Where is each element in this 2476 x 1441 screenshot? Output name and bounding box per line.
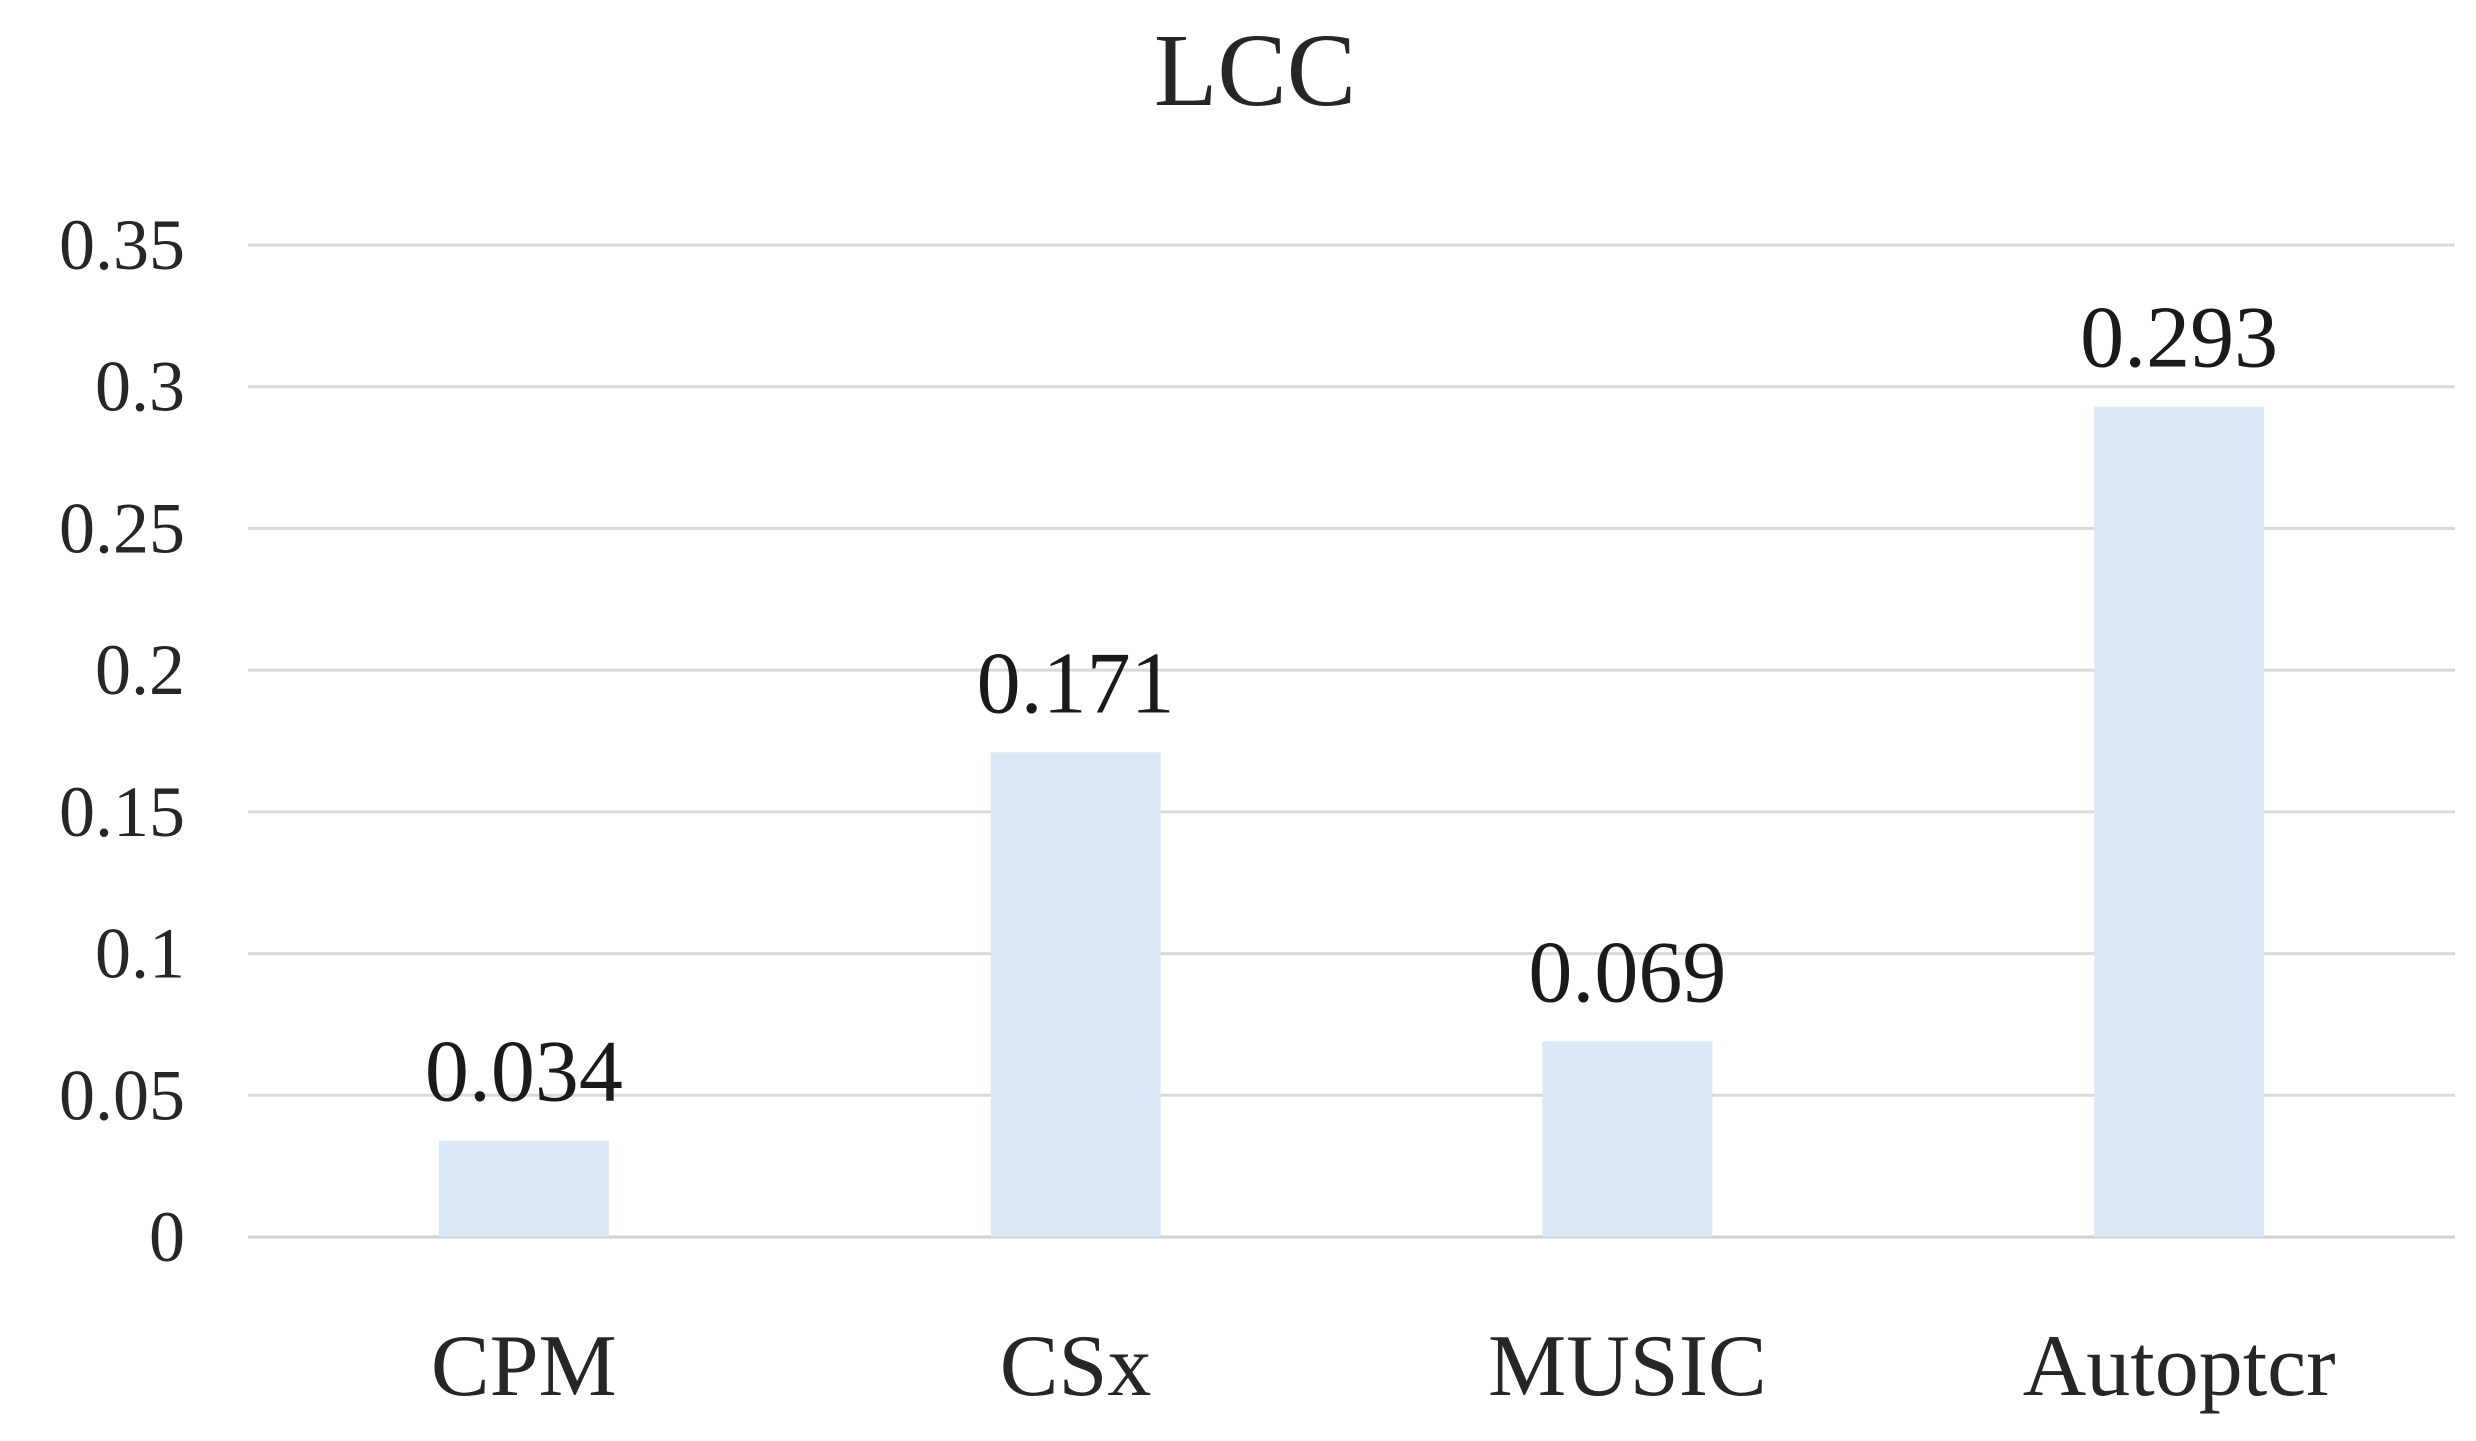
y-tick-label: 0.25 <box>59 488 185 568</box>
bar-music <box>1542 1041 1713 1237</box>
bar-autoptcr <box>2094 406 2265 1237</box>
bar-value-label: 0.293 <box>2080 290 2278 387</box>
y-tick-label: 0.2 <box>95 630 185 710</box>
chart-title: LCC <box>1154 13 1356 128</box>
bar-value-label: 0.069 <box>1528 924 1726 1021</box>
y-tick-label: 0.15 <box>59 772 185 852</box>
x-category-label: Autoptcr <box>2023 1318 2336 1415</box>
x-category-label: CPM <box>431 1318 617 1415</box>
bar-value-labels: 0.034 0.171 0.069 0.293 <box>425 290 2278 1121</box>
x-axis-category-labels: CPM CSx MUSIC Autoptcr <box>431 1318 2336 1415</box>
y-tick-label: 0 <box>149 1197 185 1277</box>
y-tick-label: 0.1 <box>95 914 185 994</box>
bar-csx <box>990 752 1161 1237</box>
bar-value-label: 0.171 <box>977 635 1175 732</box>
bar-value-label: 0.034 <box>425 1024 623 1121</box>
x-category-label: MUSIC <box>1488 1318 1767 1415</box>
y-tick-label: 0.3 <box>95 347 185 427</box>
gridlines <box>248 243 2455 1239</box>
y-tick-label: 0.05 <box>59 1055 185 1135</box>
bars <box>438 406 2265 1237</box>
y-axis-tick-labels: 0 0.05 0.1 0.15 0.2 0.25 0.3 0.35 <box>59 205 185 1277</box>
bar-cpm <box>438 1140 609 1237</box>
y-tick-label: 0.35 <box>59 205 185 285</box>
x-category-label: CSx <box>1000 1318 1152 1415</box>
